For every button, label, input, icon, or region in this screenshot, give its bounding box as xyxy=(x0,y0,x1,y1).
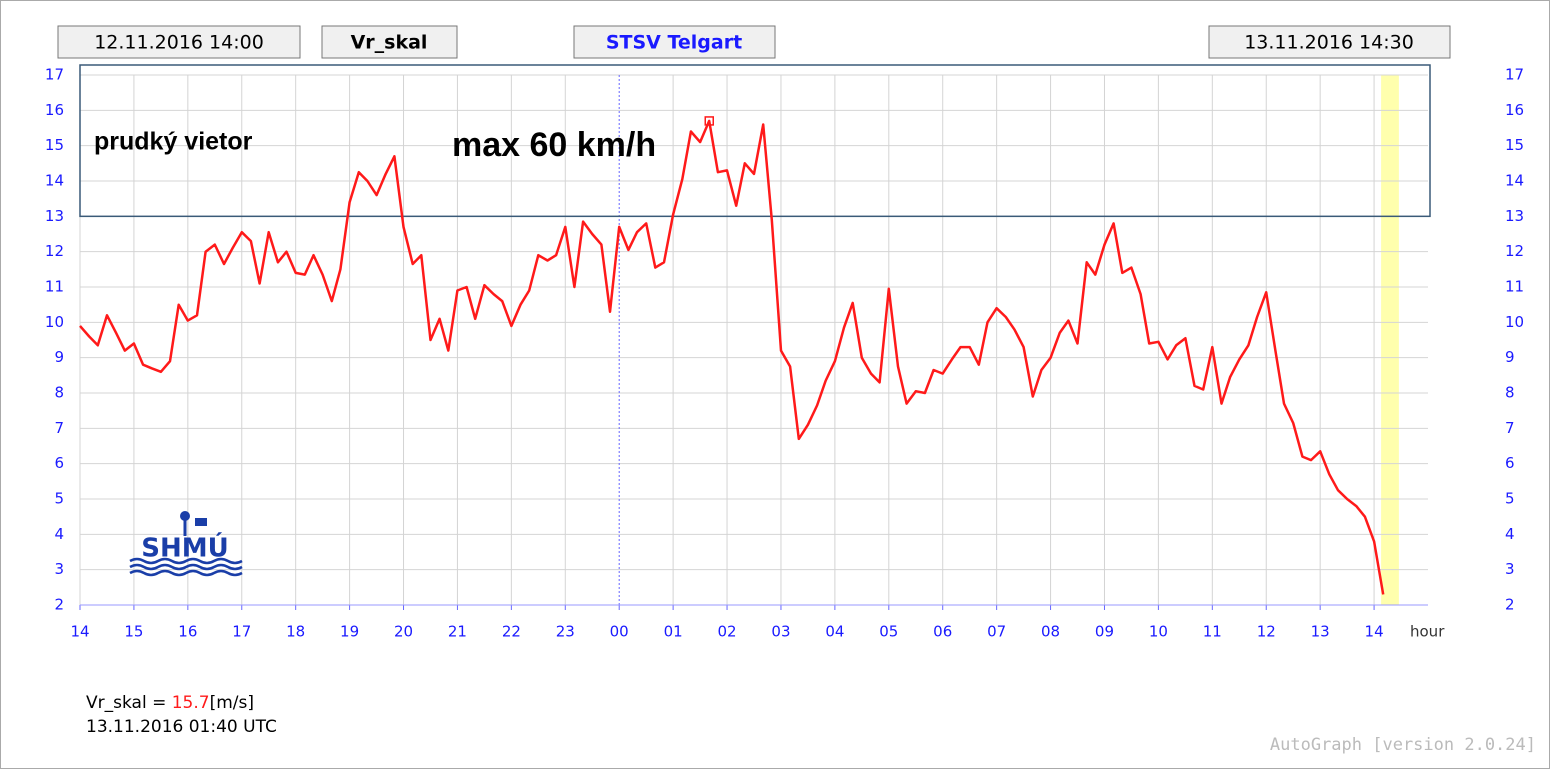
x-tick-label: 16 xyxy=(178,623,197,641)
x-tick-label: 14 xyxy=(1365,623,1384,641)
x-tick-label: 15 xyxy=(124,623,143,641)
highlight-band xyxy=(1381,75,1399,605)
x-tick-label: 21 xyxy=(448,623,467,641)
y-tick-label-right: 14 xyxy=(1505,172,1524,190)
x-tick-label: 13 xyxy=(1311,623,1330,641)
logo: SHMÚ xyxy=(129,511,243,577)
x-tick-label: 17 xyxy=(232,623,251,641)
x-tick-label: 04 xyxy=(825,623,844,641)
footer: AutoGraph [version 2.0.24] xyxy=(1270,735,1536,755)
logo-vane xyxy=(195,518,207,526)
y-tick-label: 4 xyxy=(54,525,64,543)
readout-prefix: Vr_skal = xyxy=(86,693,172,713)
y-tick-label-right: 5 xyxy=(1505,490,1515,508)
x-tick-label: 00 xyxy=(610,623,629,641)
start-time: 12.11.2016 14:00 xyxy=(94,32,264,54)
x-tick-label: 05 xyxy=(879,623,898,641)
annotation: prudký vietor xyxy=(94,128,253,156)
station-box xyxy=(573,25,776,59)
x-tick-label: 18 xyxy=(286,623,305,641)
y-tick-label: 11 xyxy=(45,278,64,296)
threshold-box xyxy=(79,64,1431,218)
x-tick-label: 07 xyxy=(987,623,1006,641)
variable: Vr_skal xyxy=(351,32,428,54)
start-box xyxy=(57,25,301,59)
y-tick-label: 17 xyxy=(45,66,64,84)
x-tick-label: 06 xyxy=(933,623,952,641)
y-tick-label: 5 xyxy=(54,490,64,508)
x-tick-label: 02 xyxy=(717,623,736,641)
y-tick-label-right: 13 xyxy=(1505,207,1524,225)
x-tick-label: 01 xyxy=(664,623,683,641)
y-tick-label-right: 11 xyxy=(1505,278,1524,296)
station: STSV Telgart xyxy=(606,32,742,54)
x-tick-label: 12 xyxy=(1257,623,1276,641)
y-tick-label: 6 xyxy=(54,454,64,472)
y-tick-label: 15 xyxy=(45,136,64,154)
y-tick-label-right: 3 xyxy=(1505,560,1515,578)
y-tick-label: 10 xyxy=(45,313,64,331)
end-time: 13.11.2016 14:30 xyxy=(1244,32,1414,54)
y-tick-label-right: 16 xyxy=(1505,101,1524,119)
x-tick-label: 08 xyxy=(1041,623,1060,641)
y-tick-label: 14 xyxy=(45,172,64,190)
y-tick-label: 7 xyxy=(54,419,64,437)
readout-time: 13.11.2016 01:40 UTC xyxy=(86,717,277,737)
x-tick-label: 14 xyxy=(70,623,89,641)
x-tick-label: 09 xyxy=(1095,623,1114,641)
y-tick-label: 16 xyxy=(45,101,64,119)
x-tick-label: 23 xyxy=(556,623,575,641)
y-tick-label: 3 xyxy=(54,560,64,578)
x-tick-label: 11 xyxy=(1203,623,1222,641)
y-tick-label: 12 xyxy=(45,242,64,260)
y-tick-label-right: 2 xyxy=(1505,596,1515,614)
y-tick-label-right: 8 xyxy=(1505,384,1515,402)
y-tick-label-right: 6 xyxy=(1505,454,1515,472)
logo-text: SHMÚ xyxy=(141,532,228,564)
x-tick-label: 10 xyxy=(1149,623,1168,641)
readout: Vr_skal = 15.7[m/s] xyxy=(86,693,254,713)
x-tick-label: 19 xyxy=(340,623,359,641)
y-tick-label: 13 xyxy=(45,207,64,225)
annotation: max 60 km/h xyxy=(452,126,656,164)
y-tick-label-right: 12 xyxy=(1505,242,1524,260)
end-box xyxy=(1208,25,1451,59)
y-tick-label-right: 4 xyxy=(1505,525,1515,543)
data-line xyxy=(79,119,1385,595)
logo-waves xyxy=(129,557,243,577)
readout-value: 15.7 xyxy=(172,693,210,713)
y-tick-label-right: 17 xyxy=(1505,66,1524,84)
y-tick-label-right: 10 xyxy=(1505,313,1524,331)
header: 12.11.2016 14:00 Vr_skal STSV Telgart 13… xyxy=(57,25,1451,59)
y-tick-label: 9 xyxy=(54,348,64,366)
readout-unit: [m/s] xyxy=(210,693,254,713)
logo-anemometer xyxy=(180,511,190,521)
y-tick-label-right: 15 xyxy=(1505,136,1524,154)
y-tick-label: 8 xyxy=(54,384,64,402)
y-tick-label: 2 xyxy=(54,596,64,614)
marked-point xyxy=(704,116,714,126)
x-tick-label: 22 xyxy=(502,623,521,641)
y-tick-label-right: 7 xyxy=(1505,419,1515,437)
x-tick-label: 20 xyxy=(394,623,413,641)
variable-box xyxy=(321,25,458,59)
x-axis-label: hour xyxy=(1410,623,1445,641)
y-tick-label-right: 9 xyxy=(1505,348,1515,366)
x-tick-label: 03 xyxy=(771,623,790,641)
